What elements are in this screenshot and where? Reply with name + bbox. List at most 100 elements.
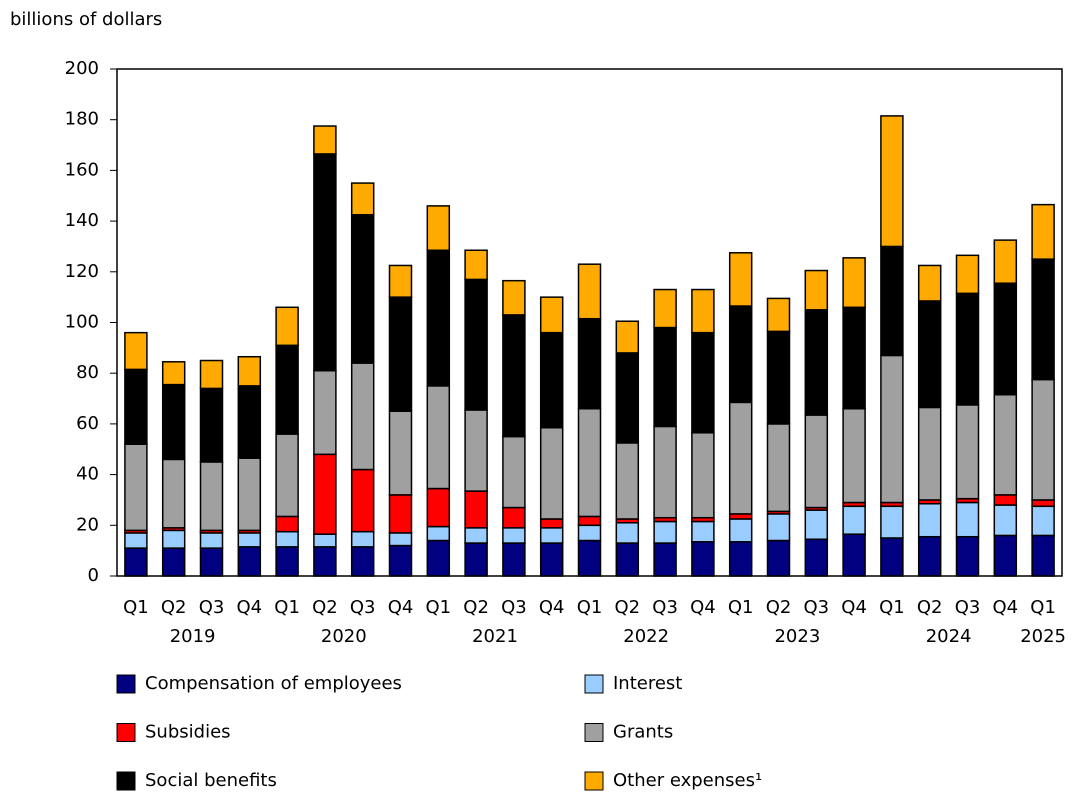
bar-segment xyxy=(728,252,753,307)
bar-segment xyxy=(653,288,677,329)
bar-segment xyxy=(426,487,451,528)
bar-segment xyxy=(728,518,753,543)
x-tick-label: Q2 xyxy=(917,597,943,618)
bar-segment xyxy=(199,387,224,463)
bar-segment xyxy=(275,306,299,347)
legend-swatch xyxy=(584,674,604,694)
bar-segment xyxy=(804,538,829,577)
x-tick-label: Q3 xyxy=(501,597,527,618)
bar-segment xyxy=(124,547,148,577)
y-tick-label: 200 xyxy=(65,58,99,79)
bar-segment xyxy=(502,279,526,316)
bar-segment xyxy=(842,306,866,410)
bar-segment xyxy=(804,269,829,311)
bar-segment xyxy=(766,330,791,425)
bar-segment xyxy=(880,245,904,357)
bar-segment xyxy=(199,461,224,532)
year-label: 2020 xyxy=(321,626,367,647)
bar-segment xyxy=(275,546,299,577)
bar-segment xyxy=(161,383,186,461)
bar-segment xyxy=(766,539,791,577)
y-tick-label: 40 xyxy=(76,464,99,485)
y-tick-label: 180 xyxy=(65,109,99,130)
bar-segment xyxy=(388,264,413,298)
bar-segment xyxy=(426,525,451,542)
bar-segment xyxy=(237,532,262,548)
bar-segment xyxy=(539,331,564,429)
bar-segment xyxy=(917,535,942,577)
bar-segment xyxy=(388,494,413,534)
bar-segment xyxy=(275,515,299,533)
bar-segment xyxy=(728,305,753,404)
bar-segment xyxy=(350,182,375,216)
bar-segment xyxy=(350,468,375,533)
x-tick-label: Q1 xyxy=(577,597,603,618)
bar-segment xyxy=(1031,203,1055,260)
bar-segment xyxy=(728,513,753,520)
bar-segment xyxy=(880,537,904,577)
legend-swatch xyxy=(116,771,136,791)
bar-segment xyxy=(313,369,337,456)
bar-segment xyxy=(653,542,677,577)
legend-label: Social benefits xyxy=(145,770,277,791)
bar-segment xyxy=(917,406,942,501)
bar-segment xyxy=(615,542,640,577)
bar-segment xyxy=(124,368,148,445)
x-tick-label: Q4 xyxy=(841,597,867,618)
bar-segment xyxy=(577,515,602,527)
x-tick-label: Q1 xyxy=(274,597,300,618)
bar-segment xyxy=(275,530,299,548)
bar-segment xyxy=(124,532,148,549)
x-tick-label: Q2 xyxy=(312,597,338,618)
x-tick-label: Q3 xyxy=(955,597,981,618)
x-tick-label: Q1 xyxy=(1030,597,1056,618)
bar-segment xyxy=(464,542,488,577)
year-label: 2025 xyxy=(1020,626,1066,647)
x-tick-label: Q2 xyxy=(614,597,640,618)
x-tick-label: Q2 xyxy=(766,597,792,618)
y-tick-label: 140 xyxy=(65,210,99,231)
bar-segment xyxy=(539,296,564,334)
bar-segment xyxy=(955,254,980,295)
year-label: 2024 xyxy=(926,626,972,647)
bar-segment xyxy=(426,385,451,490)
bar-segment xyxy=(426,205,451,252)
y-tick-label: 100 xyxy=(65,312,99,333)
bar-segment xyxy=(653,520,677,544)
bar-segment xyxy=(993,393,1018,496)
bar-segment xyxy=(880,505,904,539)
bar-segment xyxy=(955,404,980,500)
bar-segment xyxy=(161,547,186,577)
bar-segment xyxy=(615,352,640,444)
bar-segment xyxy=(161,361,186,386)
bar-segment xyxy=(539,542,564,577)
bar-segment xyxy=(691,331,715,434)
bar-segment xyxy=(502,542,526,577)
bar-segment xyxy=(577,317,602,410)
bar-segment xyxy=(426,249,451,387)
x-tick-label: Q3 xyxy=(652,597,678,618)
bar-segment xyxy=(275,433,299,518)
bar-segment xyxy=(1031,505,1055,537)
legend-swatch xyxy=(584,723,604,742)
bar-segment xyxy=(993,494,1018,506)
bar-segment xyxy=(313,125,337,155)
year-label: 2021 xyxy=(472,626,518,647)
bar-segment xyxy=(161,458,186,529)
bar-segment xyxy=(577,539,602,577)
bar-segment xyxy=(464,527,488,544)
x-tick-label: Q1 xyxy=(123,597,149,618)
bar-segment xyxy=(350,546,375,577)
bar-segment xyxy=(539,426,564,520)
y-tick-label: 160 xyxy=(65,159,99,180)
bar-segment xyxy=(615,320,640,354)
y-tick-label: 80 xyxy=(76,362,99,383)
legend-label: Interest xyxy=(613,673,682,694)
y-tick-label: 60 xyxy=(76,413,99,434)
bar-segment xyxy=(350,362,375,471)
bar-segment xyxy=(653,326,677,428)
bar-segment xyxy=(615,442,640,520)
bar-segment xyxy=(539,527,564,544)
bar-segment xyxy=(577,407,602,518)
